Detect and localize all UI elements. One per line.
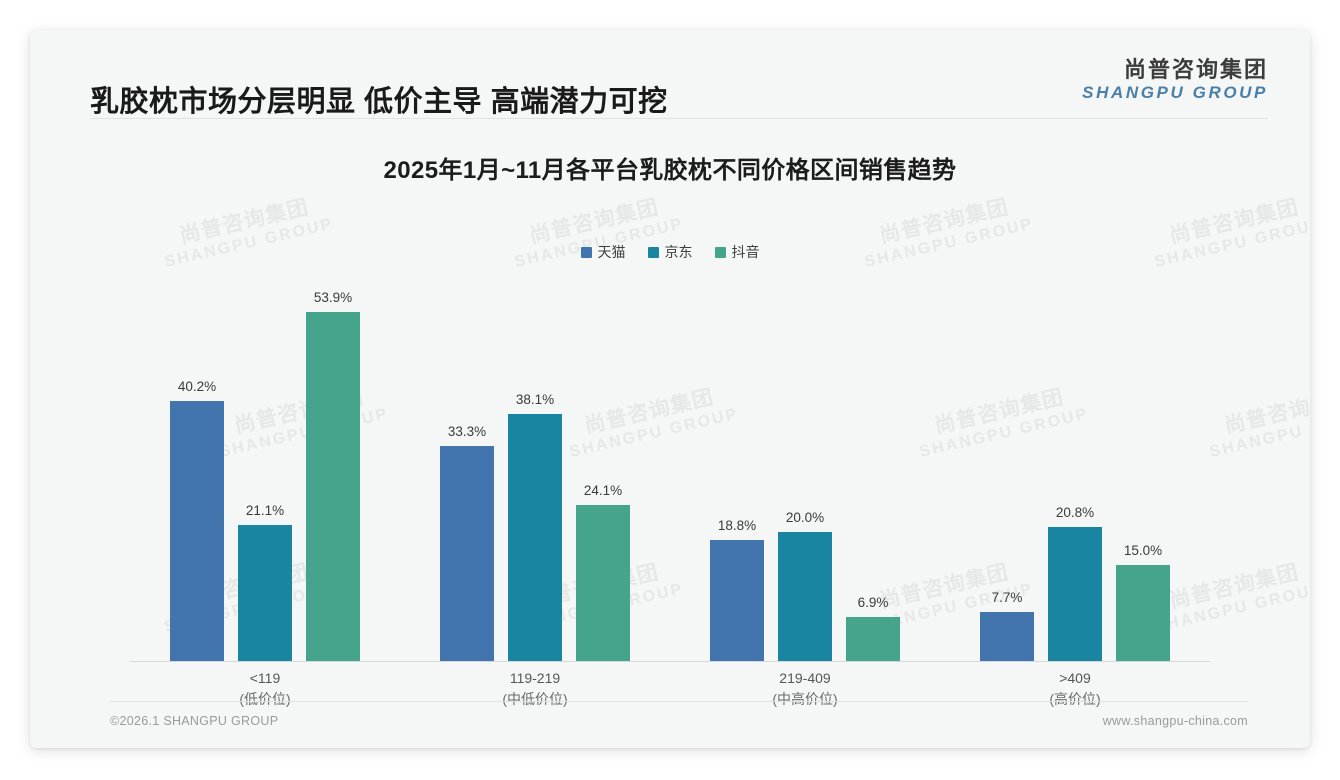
bar-value-label: 6.9%: [857, 595, 889, 611]
legend-label: 京东: [664, 244, 693, 260]
bar-天猫-219-409[interactable]: [710, 539, 764, 662]
bar-value-label: 38.1%: [515, 392, 555, 408]
chart-legend: 天猫 京东 抖音: [30, 242, 1310, 262]
bar-groups: 40.2% 21.1% 53.9% 33.3% 38.1% 24.1% 18.8% 20.0%…: [130, 272, 1210, 662]
bar-天猫->409[interactable]: [980, 611, 1034, 662]
legend-item-天猫[interactable]: 天猫: [580, 242, 626, 262]
bar-value-label: 20.0%: [785, 510, 825, 525]
x-axis-tick->409: >409 (高价位): [940, 668, 1210, 710]
x-axis-line: [130, 661, 1210, 662]
brand-logo: 尚普咨询集团 SHANGPU GROUP: [1082, 57, 1268, 103]
bar-value-label: 18.8%: [717, 517, 757, 533]
header-divider: [90, 118, 1268, 119]
legend-swatch-icon: [580, 246, 592, 258]
slide-header: 乳胶枕市场分层明显 低价主导 高端潜力可挖 尚普咨询集团 SHANGPU GRO…: [30, 30, 1310, 120]
bar-slot: 18.8%: [710, 272, 764, 662]
bar-抖音-<119[interactable]: [306, 311, 360, 662]
x-axis-categories: <119 (低价位) 119-219 (中低价位) 219-409 (中高价位) >409 (…: [130, 668, 1210, 710]
bar-京东-119-219[interactable]: [508, 414, 562, 662]
legend-label: 抖音: [731, 244, 760, 260]
bar-抖音-119-219[interactable]: [576, 505, 630, 662]
bar-slot: 6.9%: [846, 272, 900, 662]
bar-slot: 7.7%: [980, 272, 1034, 662]
slide-footer: ©2026.1 SHANGPU GROUP www.shangpu-china.…: [30, 702, 1310, 748]
bar-group-219-409: 18.8% 20.0% 6.9%: [670, 272, 940, 662]
bar-group-119-219: 33.3% 38.1% 24.1%: [400, 272, 670, 662]
x-axis-tick-label: >409: [1059, 670, 1091, 686]
bar-group-<119: 40.2% 21.1% 53.9%: [130, 272, 400, 662]
bar-value-label: 21.1%: [245, 502, 285, 518]
x-axis-tick-119-219: 119-219 (中低价位): [400, 668, 670, 710]
slide-card: 尚普咨询集团 SHANGPU GROUP 尚普咨询集团 SHANGPU GROUP 尚普…: [30, 30, 1310, 748]
brand-name-cn: 尚普咨询集团: [1123, 57, 1268, 82]
bar-value-label: 20.8%: [1055, 504, 1095, 520]
bar-天猫-119-219[interactable]: [440, 445, 494, 662]
bar-slot: 20.0%: [778, 272, 832, 662]
bar-京东-219-409[interactable]: [778, 532, 832, 662]
bar-slot: 40.2%: [170, 272, 224, 662]
x-axis-tick-sublabel: (高价位): [1049, 691, 1101, 707]
x-axis-tick-sublabel: (中高价位): [772, 691, 838, 707]
legend-swatch-icon: [647, 246, 659, 258]
bar-slot: 24.1%: [576, 272, 630, 662]
footer-website[interactable]: www.shangpu-china.com: [1102, 714, 1248, 728]
bar-slot: 53.9%: [306, 272, 360, 662]
bar-抖音-219-409[interactable]: [846, 617, 900, 662]
x-axis-tick-label: 219-409: [779, 670, 831, 686]
x-axis-tick-219-409: 219-409 (中高价位): [670, 668, 940, 710]
bar-slot: 15.0%: [1116, 272, 1170, 662]
chart-title: 2025年1月~11月各平台乳胶枕不同价格区间销售趋势: [383, 157, 957, 184]
page-title: 乳胶枕市场分层明显 低价主导 高端潜力可挖: [90, 86, 668, 118]
x-axis-tick-label: 119-219: [509, 670, 561, 686]
bar-slot: 20.8%: [1048, 272, 1102, 662]
bar-group->409: 7.7% 20.8% 15.0%: [940, 272, 1210, 662]
chart-plot-area: 40.2% 21.1% 53.9% 33.3% 38.1% 24.1% 18.8% 20.0%…: [130, 272, 1210, 662]
x-axis-tick-<119: <119 (低价位): [130, 668, 400, 710]
bar-京东->409[interactable]: [1048, 526, 1102, 662]
x-axis-tick-sublabel: (低价位): [239, 691, 291, 707]
brand-name-en: SHANGPU GROUP: [1082, 83, 1268, 103]
x-axis-tick-sublabel: (中低价位): [502, 691, 568, 707]
bar-value-label: 53.9%: [313, 289, 353, 305]
bar-抖音->409[interactable]: [1116, 564, 1170, 662]
bar-slot: 38.1%: [508, 272, 562, 662]
bar-value-label: 33.3%: [447, 423, 487, 439]
chart-container: 2025年1月~11月各平台乳胶枕不同价格区间销售趋势 天猫 京东 抖音 40.2%…: [30, 122, 1310, 714]
legend-item-京东[interactable]: 京东: [647, 242, 693, 262]
legend-swatch-icon: [714, 246, 726, 258]
bar-slot: 21.1%: [238, 272, 292, 662]
bar-京东-<119[interactable]: [238, 524, 292, 662]
bar-value-label: 7.7%: [991, 589, 1023, 605]
x-axis-tick-label: <119: [249, 670, 281, 686]
bar-value-label: 40.2%: [177, 378, 217, 394]
bar-slot: 33.3%: [440, 272, 494, 662]
bar-value-label: 15.0%: [1123, 542, 1163, 558]
footer-copyright: ©2026.1 SHANGPU GROUP: [110, 714, 279, 728]
footer-divider: [110, 701, 1248, 702]
legend-label: 天猫: [597, 244, 626, 260]
bar-value-label: 24.1%: [583, 483, 623, 499]
legend-item-抖音[interactable]: 抖音: [714, 242, 760, 262]
bar-天猫-<119[interactable]: [170, 400, 224, 662]
